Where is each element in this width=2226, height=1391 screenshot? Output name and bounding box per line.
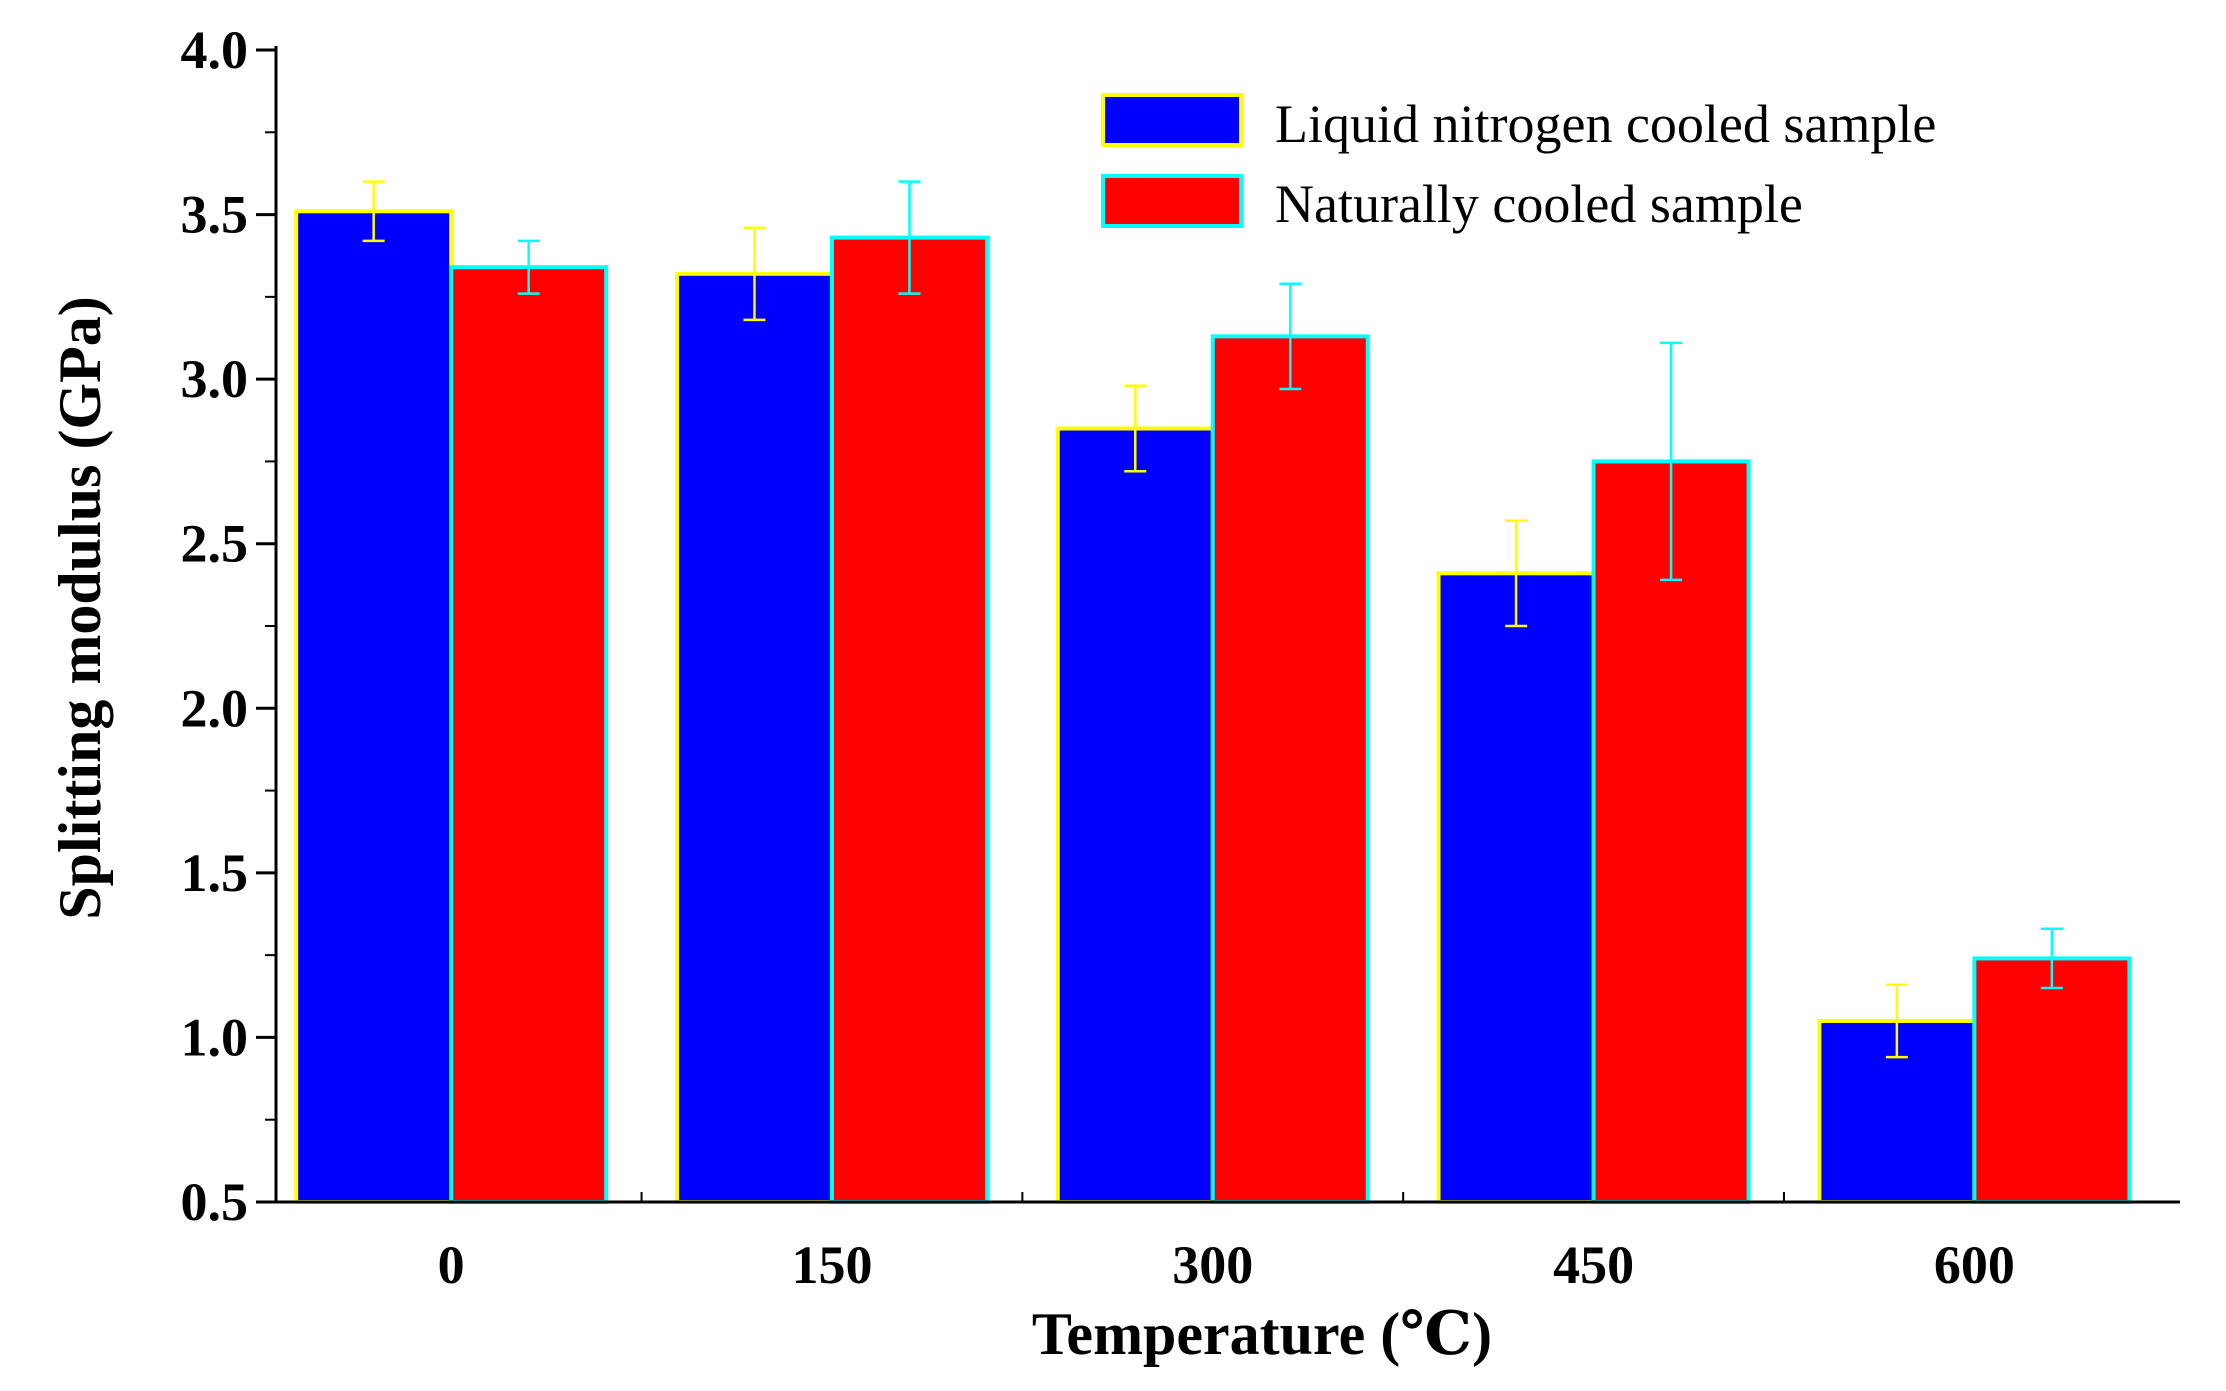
x-ticks-layer: 0 150 300 450 600 [438, 1235, 2015, 1295]
error-bar-liquid-nitrogen-150 [743, 226, 766, 322]
error-bar-liquid-nitrogen-600 [1885, 983, 1908, 1059]
error-bar-liquid-nitrogen-0 [362, 180, 385, 243]
y-tick-label: 1.5 [181, 843, 249, 903]
error-bar-naturally-cooled-300 [1279, 282, 1302, 391]
x-tick-label: 600 [1934, 1235, 2015, 1295]
bar-naturally-cooled-600 [1972, 956, 2132, 1204]
bar-liquid-nitrogen-300 [1055, 426, 1215, 1204]
y-ticks-layer: 0.5 1.0 1.5 2.0 2.5 3.0 3.5 4.0 [181, 20, 276, 1232]
y-tick-label: 2.0 [181, 678, 249, 738]
legend-swatch-liquid-nitrogen [1101, 93, 1243, 147]
error-bars-layer [362, 180, 2063, 1059]
error-bar-naturally-cooled-450 [1660, 341, 1683, 582]
error-bar-naturally-cooled-150 [898, 180, 921, 295]
bar-liquid-nitrogen-450 [1436, 571, 1596, 1204]
bar-naturally-cooled-0 [449, 265, 609, 1204]
x-tick-label: 450 [1553, 1235, 1634, 1295]
legend-swatch-naturally-cooled [1101, 174, 1243, 228]
x-tick-label: 300 [1172, 1235, 1253, 1295]
y-tick-label: 3.5 [181, 185, 249, 245]
y-tick-label: 4.0 [181, 20, 249, 80]
error-bar-naturally-cooled-0 [517, 239, 540, 295]
bar-naturally-cooled-300 [1210, 334, 1370, 1204]
legend-label-naturally-cooled: Naturally cooled sample [1275, 174, 1803, 234]
x-tick-label: 150 [791, 1235, 872, 1295]
legend: Liquid nitrogen cooled sample Naturally … [1101, 93, 1936, 234]
error-bar-naturally-cooled-600 [2040, 927, 2063, 990]
legend-label-liquid-nitrogen: Liquid nitrogen cooled sample [1275, 94, 1936, 154]
y-tick-label: 2.5 [181, 514, 249, 574]
bar-naturally-cooled-150 [829, 235, 989, 1204]
bar-liquid-nitrogen-150 [674, 271, 834, 1204]
y-tick-label: 1.0 [181, 1007, 249, 1067]
error-bar-liquid-nitrogen-300 [1124, 384, 1147, 473]
bar-naturally-cooled-450 [1591, 459, 1751, 1204]
axes-layer [274, 46, 2180, 1204]
x-axis-title: Temperature (℃) [1032, 1301, 1492, 1367]
bar-liquid-nitrogen-0 [294, 209, 454, 1204]
error-bar-liquid-nitrogen-450 [1505, 519, 1528, 628]
y-axis-title: Splitting modulus (GPa) [47, 296, 113, 919]
y-tick-label: 0.5 [181, 1172, 249, 1232]
y-tick-label: 3.0 [181, 349, 249, 409]
bars-layer [294, 209, 2132, 1204]
x-tick-label: 0 [438, 1235, 465, 1295]
